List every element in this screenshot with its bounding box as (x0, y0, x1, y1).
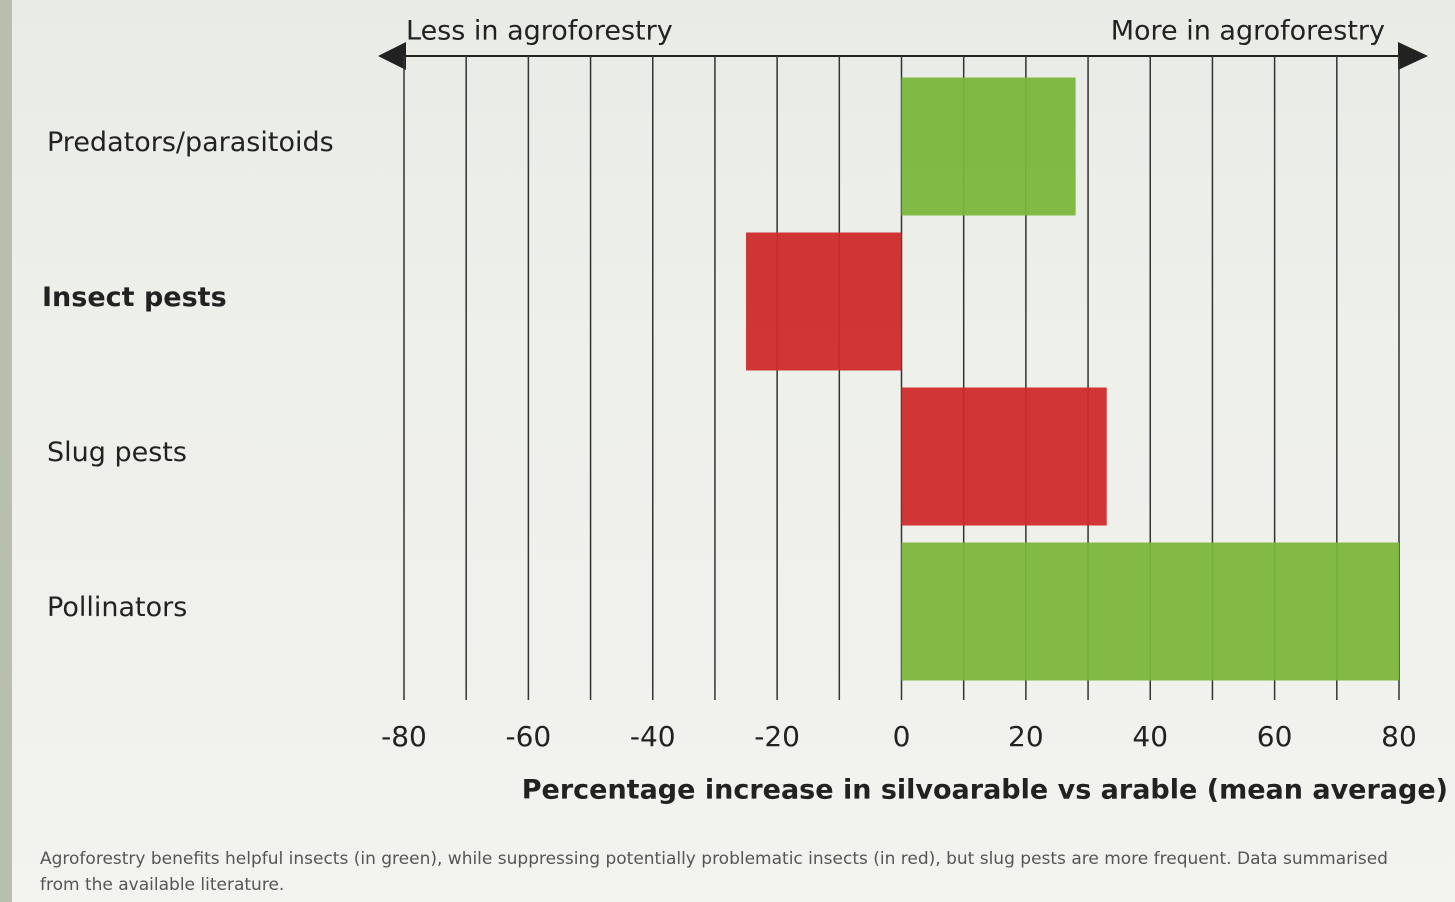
x-tick-label: 60 (1257, 720, 1293, 753)
bar (901, 77, 1076, 216)
y-tick-label: Predators/parasitoids (47, 127, 334, 158)
bar (901, 387, 1107, 526)
x-tick-label: 40 (1132, 720, 1168, 753)
x-tick-label: -60 (506, 720, 552, 753)
bar (901, 542, 1399, 681)
x-axis-label: Percentage increase in silvoarable vs ar… (522, 775, 1448, 806)
right-arrow (1398, 42, 1428, 70)
x-tick-label: 20 (1008, 720, 1044, 753)
left-edge (0, 0, 12, 902)
bar (746, 232, 902, 371)
caption: Agroforestry benefits helpful insects (i… (40, 849, 1388, 895)
x-tick-label: 0 (893, 720, 911, 753)
x-tick-label: -20 (754, 720, 800, 753)
left-annotation: Less in agroforestry (406, 16, 673, 47)
y-tick-label: Insect pests (42, 282, 227, 313)
x-tick-label: -40 (630, 720, 676, 753)
x-tick-label: -80 (381, 720, 427, 753)
right-annotation: More in agroforestry (1111, 16, 1385, 47)
left-arrow (378, 42, 406, 70)
x-tick-label: 80 (1381, 720, 1417, 753)
y-tick-label: Slug pests (47, 437, 187, 468)
y-tick-label: Pollinators (47, 592, 187, 623)
